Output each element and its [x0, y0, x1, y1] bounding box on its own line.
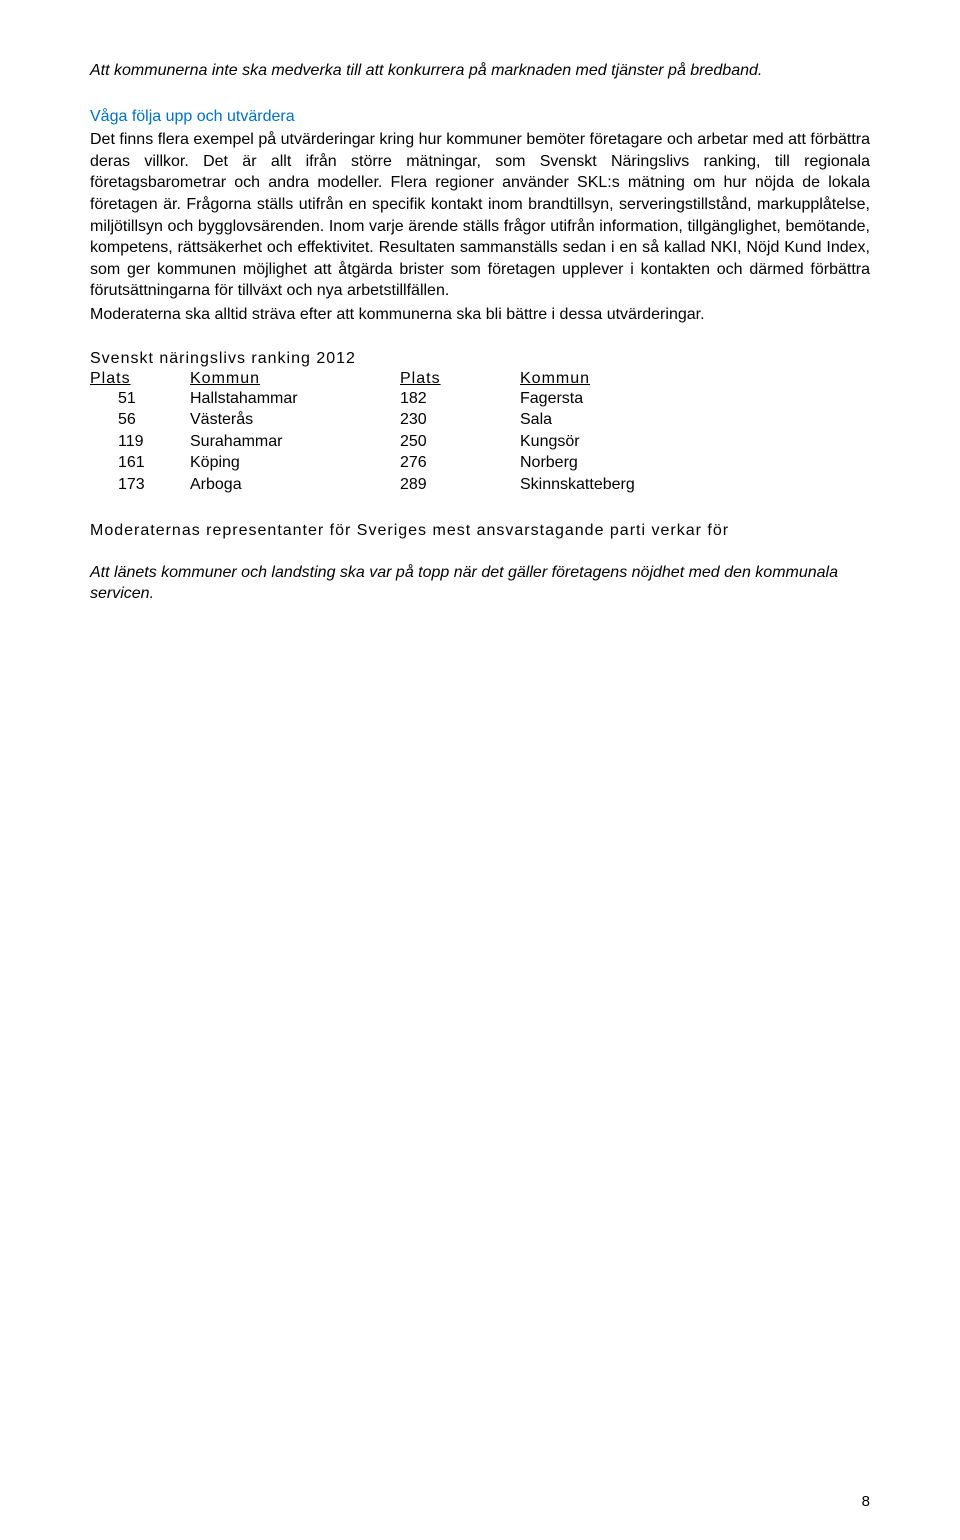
- body-paragraph-1: Det finns flera exempel på utvärderingar…: [90, 129, 870, 302]
- cell-kommun: Norberg: [520, 452, 870, 474]
- cell-plats: 56: [90, 409, 190, 431]
- table-row: 173 Arboga 289 Skinnskatteberg: [90, 474, 870, 496]
- page-number: 8: [862, 1493, 870, 1510]
- ranking-table-body: 51 Hallstahammar 182 Fagersta 56 Västerå…: [90, 388, 870, 496]
- body-paragraph-2: Moderaterna ska alltid sträva efter att …: [90, 304, 870, 326]
- section-heading: Våga följa upp och utvärdera: [90, 106, 870, 128]
- cell-kommun: Arboga: [190, 474, 400, 496]
- cell-kommun: Sala: [520, 409, 870, 431]
- header-plats-2: Plats: [400, 370, 520, 388]
- ranking-title: Svenskt näringslivs ranking 2012: [90, 350, 870, 368]
- page-container: Att kommunerna inte ska medverka till at…: [0, 0, 960, 1540]
- cell-kommun: Kungsör: [520, 431, 870, 453]
- cell-plats: 276: [400, 452, 520, 474]
- table-row: 51 Hallstahammar 182 Fagersta: [90, 388, 870, 410]
- cell-kommun: Fagersta: [520, 388, 870, 410]
- cell-plats: 289: [400, 474, 520, 496]
- cell-plats: 250: [400, 431, 520, 453]
- cell-kommun: Skinnskatteberg: [520, 474, 870, 496]
- cell-plats: 173: [90, 474, 190, 496]
- header-kommun-1: Kommun: [190, 370, 400, 388]
- table-row: 119 Surahammar 250 Kungsör: [90, 431, 870, 453]
- cell-kommun: Hallstahammar: [190, 388, 400, 410]
- cell-kommun: Surahammar: [190, 431, 400, 453]
- table-row: 161 Köping 276 Norberg: [90, 452, 870, 474]
- closing-italic-text: Att länets kommuner och landsting ska va…: [90, 562, 870, 605]
- cell-kommun: Västerås: [190, 409, 400, 431]
- header-plats-1: Plats: [90, 370, 190, 388]
- table-row: 56 Västerås 230 Sala: [90, 409, 870, 431]
- representatives-title: Moderaternas representanter för Sveriges…: [90, 520, 870, 542]
- ranking-table-header: Plats Kommun Plats Kommun: [90, 370, 870, 388]
- cell-kommun: Köping: [190, 452, 400, 474]
- header-kommun-2: Kommun: [520, 370, 870, 388]
- intro-italic-text: Att kommunerna inte ska medverka till at…: [90, 60, 870, 82]
- cell-plats: 230: [400, 409, 520, 431]
- cell-plats: 182: [400, 388, 520, 410]
- cell-plats: 161: [90, 452, 190, 474]
- cell-plats: 51: [90, 388, 190, 410]
- cell-plats: 119: [90, 431, 190, 453]
